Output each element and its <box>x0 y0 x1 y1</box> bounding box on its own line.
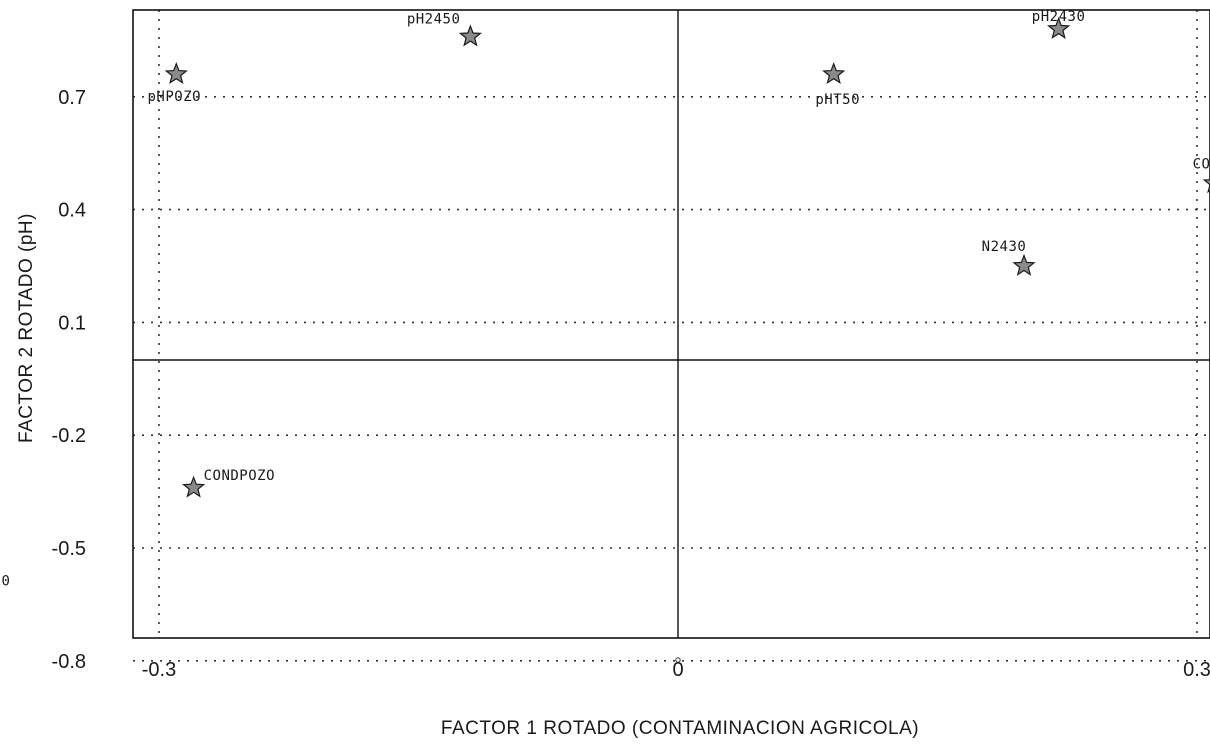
data-point: pH2450 <box>407 12 482 47</box>
data-point: N2430 <box>982 239 1036 276</box>
point-label: pHT50 <box>815 92 860 108</box>
plot-frame <box>132 9 1210 639</box>
y-tick-label: -0.8 <box>52 651 86 673</box>
star-marker <box>1202 179 1210 194</box>
y-axis-title: FACTOR 2 ROTADO (pH) <box>16 213 37 443</box>
y-tick-label: 0.4 <box>58 200 86 222</box>
star-marker <box>1012 253 1036 276</box>
point-label: CONDPOZO <box>204 468 275 484</box>
x-tick-label: 0 <box>672 659 683 681</box>
y-tick-label: 0.7 <box>58 87 86 109</box>
data-point: TT30 <box>0 574 10 590</box>
star-marker <box>164 61 188 85</box>
star-marker <box>1047 16 1071 39</box>
y-tick-labels: 10.70.40.1-0.2-0.5-0.8 <box>52 87 86 673</box>
point-label: TT30 <box>0 574 10 590</box>
data-point: pHT50 <box>815 61 860 108</box>
point-label: pHPOZO <box>148 89 202 105</box>
star-marker <box>822 61 846 85</box>
data-point: COND2430 <box>1193 156 1210 194</box>
x-axis-title: FACTOR 1 ROTADO (CONTAMINACION AGRICOLA) <box>441 718 919 739</box>
zero-axes <box>133 10 1210 638</box>
x-tick-label: 0.3 <box>1183 659 1210 681</box>
y-tick-label: -0.5 <box>52 538 86 560</box>
y-tick-label: 0.1 <box>58 312 86 334</box>
star-marker <box>458 24 482 47</box>
data-point: pH2430 <box>1032 9 1086 39</box>
y-tick-label: -0.2 <box>52 425 86 447</box>
origin-marker <box>675 657 681 663</box>
data-point: pHPOZO <box>148 61 202 105</box>
star-marker <box>182 475 206 498</box>
point-label: COND2430 <box>1193 156 1210 172</box>
grid-lines <box>133 10 1210 662</box>
data-point: CONDPOZO <box>182 468 275 498</box>
point-label: pH2450 <box>407 12 461 28</box>
point-label: pH2430 <box>1032 9 1086 25</box>
data-points: pH2450pHPOZOpH2430pHT50pHT30COND2430NT30… <box>0 9 1210 590</box>
x-tick-label: -0.3 <box>142 659 176 681</box>
x-tick-labels: -0.9-0.6-0.300.30.60.9 <box>142 659 1210 681</box>
point-label: N2430 <box>982 239 1027 255</box>
